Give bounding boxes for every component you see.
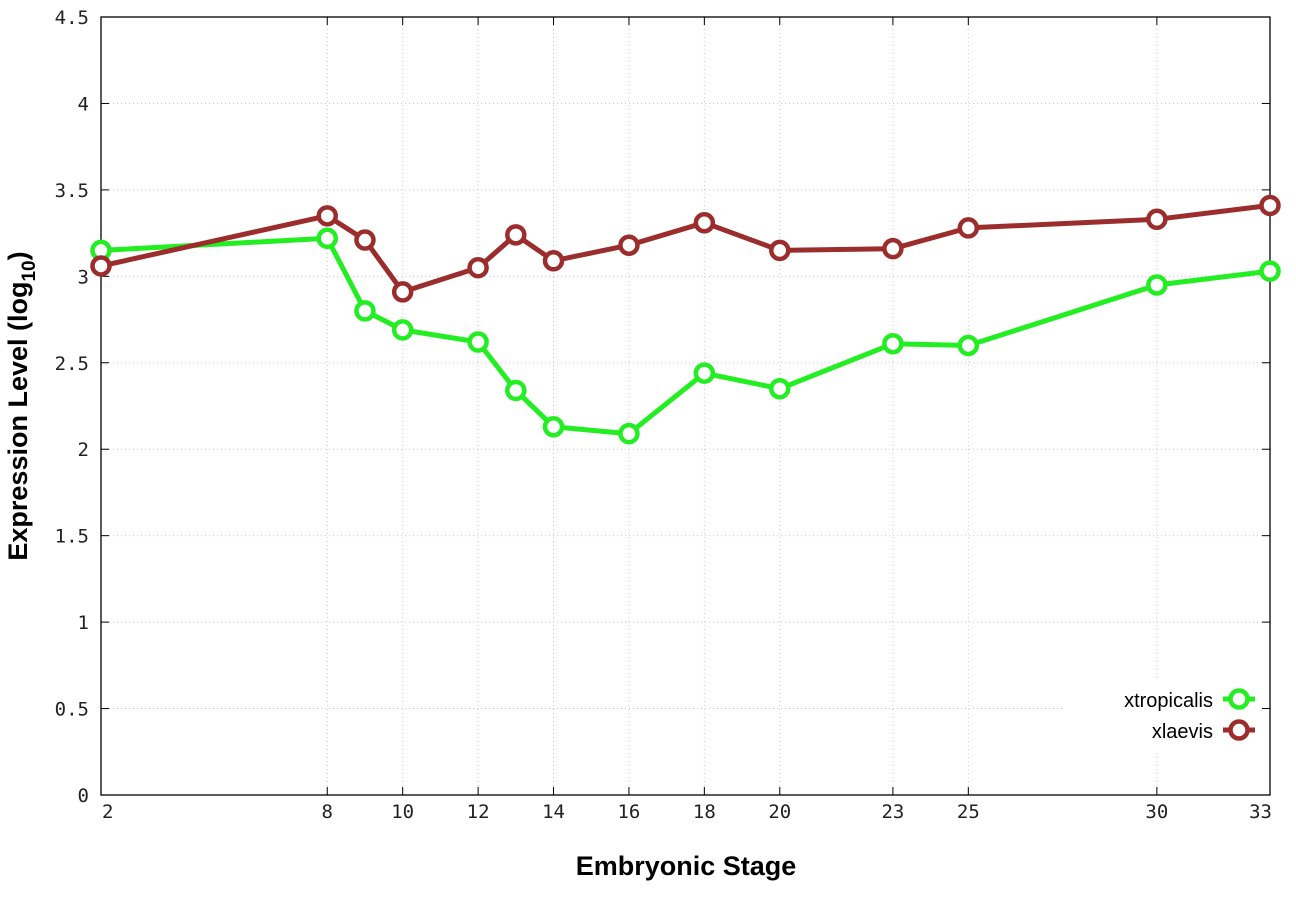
data-point-xtropicalis [542, 415, 565, 438]
y-axis-title: Expression Level (log10) [3, 251, 40, 560]
x-tick-label: 14 [542, 801, 565, 823]
x-tick-label: 30 [1145, 801, 1168, 823]
x-tick-label: 10 [391, 801, 414, 823]
series-line-xlaevis [100, 202, 1271, 295]
data-point-xtropicalis [1259, 260, 1281, 282]
x-axis-title: Embryonic Stage [576, 851, 797, 881]
data-point-xlaevis [1146, 208, 1168, 231]
x-tick-label: 25 [957, 801, 980, 823]
data-point-xlaevis [542, 250, 565, 272]
data-point-xlaevis [316, 205, 339, 227]
x-tick-label: 20 [768, 801, 791, 823]
x-tick-label: 12 [467, 801, 490, 823]
series-xtropicalis [90, 227, 1281, 445]
data-point-xlaevis [618, 234, 640, 256]
data-point-xlaevis [882, 237, 904, 260]
y-axis-title-subscript: 10 [19, 260, 40, 281]
series-xlaevis [90, 194, 1281, 303]
y-axis-title-main: Expression Level (log [3, 282, 33, 561]
data-point-xtropicalis [354, 300, 376, 322]
y-tick-label: 2 [78, 439, 89, 461]
data-point-xlaevis [769, 239, 791, 262]
legend: xtropicalis xlaevis [1062, 680, 1262, 752]
y-tick-label: 0.5 [55, 699, 89, 721]
data-point-xtropicalis [1146, 274, 1168, 296]
data-point-xtropicalis [882, 333, 904, 355]
legend-label-xtropicalis: xtropicalis [1124, 690, 1213, 712]
y-tick-label: 4.5 [55, 7, 89, 29]
x-tick-label: 2 [102, 801, 113, 823]
data-point-xlaevis [467, 256, 489, 279]
legend-label-xlaevis: xlaevis [1152, 721, 1213, 743]
legend-background [1062, 680, 1262, 752]
x-tick-label: 18 [693, 801, 716, 823]
data-point-xlaevis [957, 217, 980, 239]
data-point-xtropicalis [693, 362, 716, 384]
series-line-xtropicalis [100, 235, 1271, 437]
data-point-xlaevis [391, 281, 414, 303]
data-point-xtropicalis [467, 331, 489, 353]
y-tick-label: 0 [78, 785, 89, 807]
y-tick-label: 1 [78, 612, 89, 634]
data-point-xtropicalis [316, 227, 339, 250]
x-tick-label: 23 [881, 801, 904, 823]
plot-frame [100, 16, 1271, 796]
y-tick-label: 4 [78, 93, 89, 115]
data-point-xlaevis [90, 255, 112, 277]
grid-lines [101, 17, 1270, 795]
data-point-xtropicalis [505, 379, 527, 402]
x-tick-label: 16 [617, 801, 640, 823]
data-point-xlaevis [505, 224, 527, 246]
legend-marker-xlaevis [1228, 719, 1250, 741]
data-point-xtropicalis [618, 422, 640, 445]
y-tick-label: 2.5 [55, 353, 89, 375]
data-point-xtropicalis [769, 377, 791, 400]
data-point-xlaevis [1259, 194, 1281, 217]
y-tick-label: 3 [78, 266, 89, 288]
y-tick-label: 3.5 [55, 180, 89, 202]
data-point-xtropicalis [957, 334, 980, 357]
x-tick-label: 33 [1249, 801, 1272, 823]
series-layer [90, 194, 1281, 445]
data-point-xtropicalis [391, 319, 414, 341]
x-tick-label: 8 [322, 801, 333, 823]
axis-ticks: 0 0.5 1 1.5 2 2.5 3 3.5 4 4.5 2 8 10 12 14 16 18 20 23 25 30… [55, 7, 1272, 823]
data-point-xlaevis [354, 229, 376, 251]
y-tick-label: 1.5 [55, 526, 89, 548]
legend-marks [1223, 688, 1255, 741]
y-axis-title-close: ) [3, 251, 33, 260]
legend-marker-xtropicalis [1228, 688, 1250, 710]
data-point-xlaevis [693, 211, 716, 234]
